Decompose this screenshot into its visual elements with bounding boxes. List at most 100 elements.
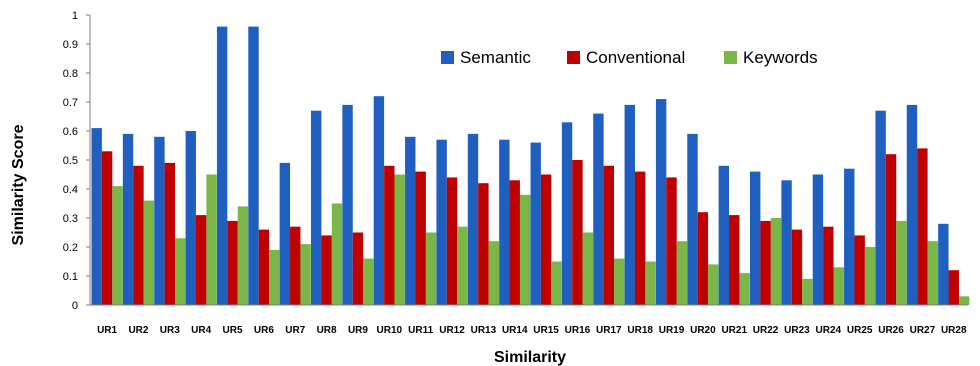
bar-semantic-ur8 [311, 110, 322, 305]
bar-semantic-ur13 [467, 133, 479, 305]
bar-semantic-ur7 [279, 162, 291, 305]
bar-keywords-ur24 [833, 267, 844, 305]
y-tick-label: 0.3 [63, 213, 78, 225]
y-axis-title: Similarity Score [10, 124, 27, 245]
x-tick-label: UR2 [128, 325, 148, 336]
bar-conventional-ur11 [415, 171, 426, 305]
bar-conventional-ur26 [885, 154, 897, 305]
bar-semantic-ur19 [655, 99, 667, 305]
bar-conventional-ur20 [697, 212, 709, 305]
bar-conventional-ur7 [290, 226, 301, 305]
legend-label-semantic: Semantic [460, 48, 531, 67]
bar-conventional-ur28 [948, 270, 959, 305]
bar-keywords-ur15 [551, 261, 562, 305]
x-tick-label: UR19 [659, 325, 685, 336]
bar-semantic-ur12 [436, 139, 447, 305]
bar-conventional-ur4 [195, 215, 207, 305]
y-tick-label: 0.7 [63, 97, 78, 109]
bar-semantic-ur10 [373, 96, 385, 305]
bar-semantic-ur17 [593, 113, 604, 305]
bar-conventional-ur18 [634, 171, 646, 305]
x-tick-label: UR10 [377, 325, 403, 336]
bar-conventional-ur16 [572, 160, 583, 305]
x-tick-label: UR3 [160, 325, 180, 336]
legend-label-conventional: Conventional [586, 48, 685, 67]
bar-semantic-ur16 [561, 122, 573, 305]
bar-keywords-ur22 [770, 218, 782, 305]
bar-conventional-ur13 [478, 183, 489, 305]
x-tick-label: UR16 [565, 325, 591, 336]
bar-conventional-ur10 [384, 165, 395, 305]
bar-keywords-ur18 [645, 261, 656, 305]
bar-conventional-ur25 [854, 235, 865, 305]
bar-conventional-ur6 [258, 229, 270, 305]
bar-semantic-ur2 [122, 133, 134, 305]
bar-conventional-ur24 [823, 226, 834, 305]
bar-keywords-ur2 [143, 200, 155, 305]
bar-keywords-ur19 [676, 241, 688, 305]
x-tick-label: UR7 [285, 325, 305, 336]
legend-label-keywords: Keywords [743, 48, 818, 67]
bar-conventional-ur17 [603, 165, 615, 305]
bar-conventional-ur2 [133, 165, 144, 305]
bar-conventional-ur27 [917, 148, 928, 305]
bar-conventional-ur9 [352, 232, 364, 305]
bar-conventional-ur15 [540, 174, 552, 305]
bar-semantic-ur28 [938, 223, 949, 305]
bar-keywords-ur4 [206, 174, 217, 305]
x-tick-label: UR6 [254, 325, 274, 336]
y-tick-label: 0.2 [63, 242, 78, 254]
x-tick-label: UR24 [816, 325, 842, 336]
bar-keywords-ur9 [363, 258, 374, 305]
x-tick-label: UR13 [471, 325, 497, 336]
bar-semantic-ur18 [624, 104, 635, 306]
x-tick-label: UR8 [317, 325, 337, 336]
legend-swatch-semantic [441, 51, 454, 64]
bar-semantic-ur4 [185, 131, 196, 305]
bar-keywords-ur8 [331, 203, 343, 305]
bar-keywords-ur16 [582, 232, 594, 305]
legend: Semantic Conventional Keywords [441, 48, 818, 67]
bar-conventional-ur19 [666, 177, 677, 305]
bar-conventional-ur21 [729, 215, 740, 305]
x-tick-label: UR1 [97, 325, 117, 336]
bar-conventional-ur5 [227, 220, 238, 305]
bar-keywords-ur1 [112, 186, 123, 305]
bar-semantic-ur6 [248, 26, 259, 305]
bar-keywords-ur12 [457, 226, 468, 305]
x-tick-label: UR21 [721, 325, 747, 336]
bar-semantic-ur23 [781, 180, 792, 305]
x-tick-label: UR11 [408, 325, 433, 336]
bar-semantic-ur26 [875, 110, 886, 305]
bar-keywords-ur20 [708, 264, 719, 305]
x-tick-label: UR9 [348, 325, 368, 336]
legend-swatch-keywords [724, 51, 737, 64]
bar-keywords-ur27 [927, 241, 938, 305]
bar-conventional-ur8 [321, 235, 332, 305]
x-tick-label: UR12 [439, 325, 465, 336]
x-tick-label: UR26 [878, 325, 904, 336]
bar-conventional-ur14 [509, 180, 520, 305]
bar-semantic-ur15 [530, 142, 541, 305]
x-tick-label: UR5 [223, 325, 243, 336]
bar-conventional-ur22 [760, 220, 771, 305]
y-tick-label: 1 [72, 10, 78, 22]
bar-keywords-ur11 [425, 232, 437, 305]
bar-semantic-ur25 [844, 168, 855, 305]
bar-semantic-ur9 [342, 104, 353, 306]
x-tick-label: UR20 [690, 325, 716, 336]
bar-semantic-ur11 [405, 136, 416, 305]
bar-semantic-ur27 [906, 104, 918, 306]
bar-semantic-ur1 [91, 128, 102, 305]
y-tick-label: 0.5 [63, 155, 78, 167]
bar-semantic-ur3 [154, 136, 165, 305]
bar-semantic-ur21 [718, 165, 730, 305]
bar-keywords-ur10 [394, 174, 405, 305]
bar-semantic-ur22 [750, 171, 761, 305]
x-tick-label: UR22 [753, 325, 779, 336]
legend-swatch-conventional [567, 51, 580, 64]
bar-keywords-ur28 [958, 296, 970, 305]
bar-keywords-ur23 [802, 278, 813, 305]
y-axis-ticks: 0 0.1 0.2 0.3 0.4 0.5 0.6 0.7 0.8 0.9 1 [63, 10, 90, 312]
bar-keywords-ur26 [896, 220, 907, 305]
